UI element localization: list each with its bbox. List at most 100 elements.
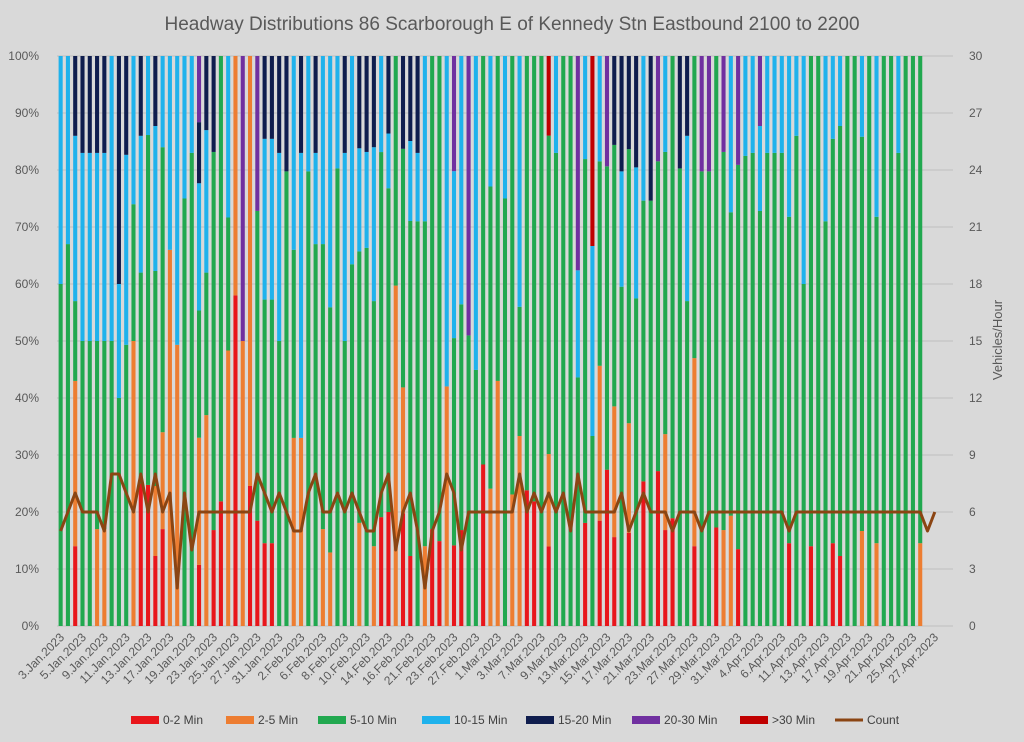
bar-segment: [218, 56, 223, 502]
bar-segment: [364, 56, 369, 152]
bar-segment: [787, 216, 792, 544]
bar-segment: [626, 423, 631, 533]
bar-segment: [794, 56, 799, 136]
bar-segment: [262, 56, 267, 139]
bar-segment: [765, 152, 770, 626]
bar-segment: [765, 56, 770, 153]
bar-segment: [313, 56, 318, 153]
bar-segment: [583, 56, 588, 160]
bar-segment: [641, 481, 646, 626]
bar-segment: [466, 335, 471, 626]
bar-segment: [743, 155, 748, 626]
bar-segment: [568, 56, 573, 626]
bar-segment: [517, 306, 522, 436]
bar-segment: [386, 188, 391, 513]
bar-segment: [65, 56, 70, 245]
bar-segment: [408, 56, 413, 141]
bar-segment: [58, 56, 63, 284]
bar-segment: [371, 147, 376, 302]
bar-segment: [728, 515, 733, 626]
bar-segment: [226, 217, 231, 351]
bar-segment: [604, 166, 610, 470]
bar-segment: [874, 56, 879, 217]
bar-segment: [65, 244, 70, 626]
bar-segment: [211, 530, 216, 626]
bar-segment: [728, 212, 733, 516]
bar-segment: [226, 56, 231, 218]
bar-segment: [823, 221, 828, 627]
bar-segment: [371, 301, 376, 547]
legend-swatch: [740, 716, 768, 724]
bar-segment: [706, 56, 712, 172]
bar-segment: [408, 141, 413, 221]
legend-swatch: [422, 716, 450, 724]
bar-segment: [204, 130, 209, 273]
y2-tick-label: 18: [969, 277, 983, 291]
bar-segment: [262, 543, 267, 626]
bar-segment: [262, 138, 267, 300]
bar-segment: [269, 138, 274, 300]
chart-title: Headway Distributions 86 Scarborough E o…: [164, 14, 859, 35]
bar-segment: [473, 369, 478, 626]
bar-segment: [248, 486, 253, 626]
bar-segment: [116, 398, 121, 626]
y-tick-label: 60%: [15, 277, 39, 291]
bar-segment: [73, 56, 78, 136]
bar-segment: [357, 522, 362, 626]
bar-segment: [473, 56, 478, 370]
y-axis-ticks: 0% 10% 20% 30% 40% 50% 60% 70% 80% 90% 100%: [8, 49, 39, 633]
bar-segment: [546, 135, 551, 455]
bar-segment: [517, 436, 522, 626]
bar-segment: [619, 171, 624, 287]
bar-segment: [590, 246, 595, 436]
bar-segment: [342, 341, 347, 626]
bar-segment: [124, 56, 129, 155]
legend-label: 10-15 Min: [454, 713, 507, 727]
bar-segment: [349, 56, 355, 265]
bar-segment: [641, 200, 646, 482]
bar-segment: [233, 295, 238, 626]
bar-segment: [167, 249, 172, 627]
bar-segment: [918, 56, 923, 544]
y2-tick-label: 15: [969, 334, 983, 348]
bar-segment: [379, 152, 384, 518]
legend-swatch: [526, 716, 554, 724]
bar-segment: [655, 56, 661, 162]
bar-segment: [488, 56, 493, 187]
bar-segment: [102, 152, 107, 341]
bar-segment: [422, 221, 427, 547]
bar-segment: [663, 434, 668, 531]
bar-segment: [903, 56, 908, 626]
bar-segment: [357, 251, 362, 523]
bar-segment: [495, 380, 500, 626]
bar-segment: [95, 56, 100, 153]
bar-segment: [146, 484, 151, 626]
bar-segment: [255, 520, 260, 626]
bar-segment: [757, 126, 762, 211]
bar-segment: [328, 552, 333, 626]
bar-segment: [240, 56, 245, 341]
bar-segment: [306, 56, 311, 172]
bar-segment: [553, 152, 559, 626]
bar-segment: [510, 56, 515, 495]
bar-segment: [750, 56, 755, 153]
bar-segment: [73, 380, 78, 547]
bar-segment: [160, 147, 165, 433]
bar-segment: [269, 56, 274, 139]
bar-segment: [131, 56, 136, 205]
bar-segment: [626, 149, 631, 424]
bar-segment: [597, 520, 602, 626]
bar-segment: [320, 56, 325, 245]
bar-segment: [830, 56, 835, 139]
bar-segment: [808, 546, 813, 626]
bar-segment: [451, 171, 457, 339]
bar-segment: [146, 56, 151, 136]
bar-segment: [167, 56, 172, 250]
bar-segment: [262, 299, 267, 544]
bar-segment: [313, 152, 318, 245]
bar-segment: [400, 56, 406, 149]
bar-segment: [663, 530, 668, 626]
legend-swatch: [131, 716, 159, 724]
bar-segment: [692, 546, 697, 626]
